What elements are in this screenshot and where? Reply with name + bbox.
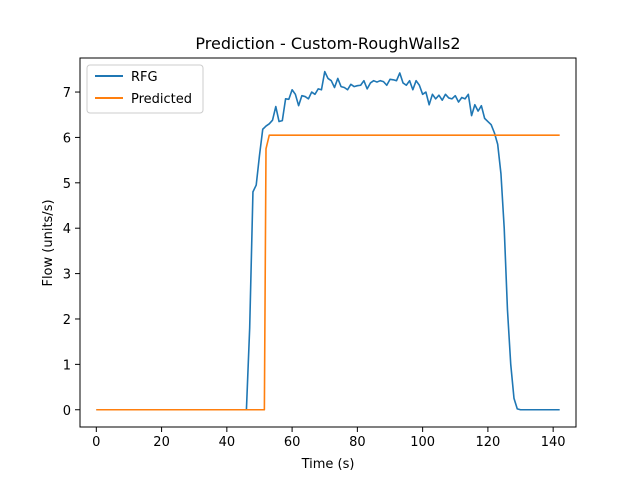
y-tick-label: 5 <box>63 177 71 192</box>
x-axis: 0 20 40 60 80 100 120 140 <box>92 427 566 450</box>
x-axis-label: Time (s) <box>301 457 355 472</box>
y-tick-label: 0 <box>63 404 71 419</box>
plot-lines <box>96 70 560 411</box>
x-tick-label: 100 <box>410 435 435 450</box>
x-tick-label: 20 <box>153 435 170 450</box>
chart-title: Prediction - Custom-RoughWalls2 <box>195 34 460 53</box>
y-axis-label: Flow (units/s) <box>41 199 56 286</box>
x-tick-label: 40 <box>219 435 236 450</box>
legend-label-predicted: Predicted <box>131 92 192 107</box>
plot-frame <box>79 57 577 428</box>
y-tick-label: 3 <box>63 268 71 283</box>
x-tick-label: 120 <box>475 435 500 450</box>
legend: RFG Predicted <box>86 64 204 114</box>
y-tick-label: 6 <box>63 131 71 146</box>
x-tick-label: 60 <box>284 435 301 450</box>
y-tick-label: 2 <box>63 313 71 328</box>
series-line-predicted <box>96 134 560 411</box>
y-tick-label: 1 <box>63 358 71 373</box>
y-tick-label: 7 <box>63 86 71 101</box>
x-tick-label: 0 <box>92 435 100 450</box>
x-tick-label: 80 <box>349 435 366 450</box>
series-line-rfg <box>96 70 560 411</box>
y-tick-label: 4 <box>63 222 71 237</box>
y-axis: 0 1 2 3 4 5 6 7 <box>63 86 80 419</box>
x-tick-label: 140 <box>541 435 566 450</box>
legend-label-rfg: RFG <box>131 70 158 85</box>
